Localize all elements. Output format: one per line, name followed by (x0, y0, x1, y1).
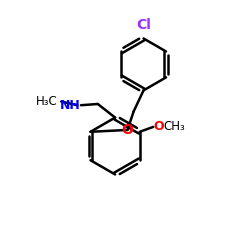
Text: O: O (122, 123, 134, 137)
Text: H₃C: H₃C (36, 95, 58, 108)
Text: CH₃: CH₃ (164, 120, 186, 133)
Text: NH: NH (60, 99, 81, 112)
Text: Cl: Cl (136, 18, 151, 32)
Text: O: O (154, 120, 164, 133)
